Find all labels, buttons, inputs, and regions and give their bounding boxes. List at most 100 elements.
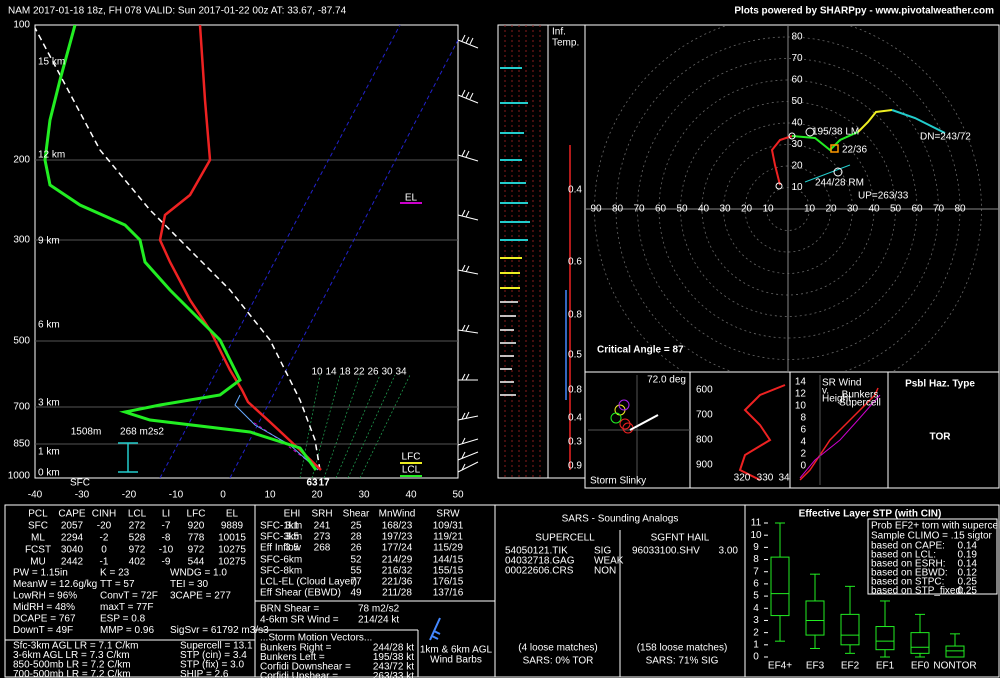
kinematic-cell: 221/36 — [382, 577, 413, 588]
composite-index: SHIP = 2.6 — [180, 669, 229, 678]
hodo-x-label: 30 — [719, 204, 731, 215]
parcel-cell: 402 — [129, 557, 146, 568]
theta-e-pressure: 700 — [696, 410, 713, 421]
kinematic-label: SFC-8km — [260, 566, 302, 577]
stp-y-tick-label: 9 — [753, 542, 759, 553]
sars-supercell-title: SUPERCELL — [535, 533, 595, 544]
index-text: ESP = 0.8 — [100, 614, 146, 625]
hodo-x-label: 60 — [911, 204, 923, 215]
stp-y-tick-label: 0 — [753, 652, 759, 663]
hodo-x-label: 60 — [655, 204, 667, 215]
kinematic-header: EHI — [284, 509, 301, 520]
parcel-cell: 2442 — [61, 557, 84, 568]
parcel-cell: -1 — [100, 557, 109, 568]
index-text: 3CAPE = 277 — [170, 591, 231, 602]
sars-match-class: SIG — [594, 546, 611, 557]
parcel-cell: 972 — [129, 545, 146, 556]
kinematic-cell: 109/31 — [433, 521, 464, 532]
parcel-header: LI — [162, 509, 170, 520]
index-text: LowRH = 96% — [13, 591, 77, 602]
kinematic-cell: 77 — [350, 577, 362, 588]
inflow-value: 0.8 — [568, 385, 582, 396]
kinematic-label: SFC-3km — [260, 532, 302, 543]
index-text: K = 23 — [100, 568, 130, 579]
index-text: maxT = 77F — [100, 602, 153, 613]
stp-y-tick-label: 6 — [753, 579, 759, 590]
kinematic-cell: 168/23 — [382, 521, 413, 532]
hodo-x-label: 50 — [676, 204, 688, 215]
srh-label: 268 m2s2 — [120, 427, 164, 438]
parcel-header: CAPE — [58, 509, 86, 520]
theta-e-pressure: 900 — [696, 460, 713, 471]
stp-y-tick-label: 10 — [750, 530, 762, 541]
sr-height-label: 10 — [795, 401, 807, 412]
temperature-label: -10 — [169, 490, 184, 501]
kinematic-cell: 273 — [314, 532, 331, 543]
parcel-header: LFC — [187, 509, 206, 520]
kinematic-cell: 115/29 — [433, 543, 463, 554]
parcel-cell: 9889 — [221, 521, 244, 532]
parcel-header: LCL — [128, 509, 147, 520]
lapse-rate: Sfc-3km AGL LR = 7.1 C/km — [13, 641, 139, 652]
index-text: ConvT = 72F — [100, 591, 158, 602]
pressure-label: 300 — [13, 235, 30, 246]
parcel-cell: 10015 — [218, 533, 246, 544]
pressure-label: 200 — [13, 155, 30, 166]
motion-value: 243/72 kt — [373, 662, 414, 673]
inflow-value: 0.3 — [568, 437, 582, 448]
kinematic-cell: 216/32 — [382, 566, 413, 577]
inflow-title: Temp. — [552, 38, 579, 49]
index-text: MeanW = 12.6g/kg — [13, 579, 97, 590]
srw46-value: 214/24 kt — [358, 615, 399, 626]
temperature-label: 10 — [264, 490, 276, 501]
brn-value: 78 m2/s2 — [358, 604, 400, 615]
parcel-cell: 972 — [188, 545, 205, 556]
kinematic-header: SRW — [436, 509, 460, 520]
lapse-rate: 700-500mb LR = 7.2 C/km — [13, 669, 131, 678]
parcel-header: EL — [226, 509, 239, 520]
upshear-label: UP=263/33 — [858, 191, 909, 202]
parcel-cell: 920 — [188, 521, 205, 532]
slinky-angle: 72.0 deg — [647, 375, 686, 386]
index-text: DCAPE = 767 — [13, 614, 76, 625]
sars-loose: (158 loose matches) — [637, 643, 728, 654]
stp-category: EF3 — [806, 661, 825, 672]
sars-loose: (4 loose matches) — [518, 643, 597, 654]
hodograph-background — [586, 26, 999, 371]
hodo-x-label: 50 — [890, 204, 902, 215]
hodo-ring-label: 40 — [791, 118, 803, 129]
mixing-ratio-label: 14 — [325, 367, 337, 378]
stp-title: Effective Layer STP (with CIN) — [799, 509, 942, 520]
motion-value: 263/33 kt — [373, 671, 414, 678]
prob-label: based on LCL: — [871, 550, 936, 561]
hazard-title: Psbl Haz. Type — [905, 379, 975, 390]
stp-y-tick-label: 1 — [753, 639, 759, 650]
kinematic-cell: 155/15 — [433, 566, 464, 577]
pressure-label: 1000 — [8, 471, 31, 482]
sars-match-class: WEAK — [594, 556, 624, 567]
hodo-x-label: 10 — [762, 204, 774, 215]
panel-borders — [4, 24, 1000, 678]
kinematic-cell: 211/28 — [382, 588, 412, 599]
pressure-label: 100 — [13, 20, 30, 31]
hodo-x-label: 70 — [933, 204, 945, 215]
brn-label: BRN Shear = — [260, 604, 319, 615]
lapse-rate: 3-6km AGL LR = 7.3 C/km — [13, 650, 130, 661]
parcel-cell: 778 — [188, 533, 205, 544]
motion-value: 244/28 kt — [373, 643, 414, 654]
parcel-cell: 2057 — [61, 521, 84, 532]
motion-value: 195/38 kt — [373, 652, 414, 663]
hodo-x-label: 90 — [590, 204, 602, 215]
parcel-cell: ML — [31, 533, 45, 544]
hodo-ring-label: 60 — [791, 75, 803, 86]
motion-label: Corfidi Downshear = — [260, 662, 351, 673]
kinematic-cell: 144/15 — [433, 555, 464, 566]
hodo-x-label: 20 — [825, 204, 837, 215]
theta-e-temperature: 320 — [734, 473, 751, 484]
stp-y-tick-label: 11 — [751, 518, 762, 529]
temperature-label: -30 — [75, 490, 90, 501]
kinematic-header: MnWind — [379, 509, 416, 520]
prob-label: based on ESRH: — [871, 559, 946, 570]
hodo-ring-label: 10 — [791, 182, 803, 193]
